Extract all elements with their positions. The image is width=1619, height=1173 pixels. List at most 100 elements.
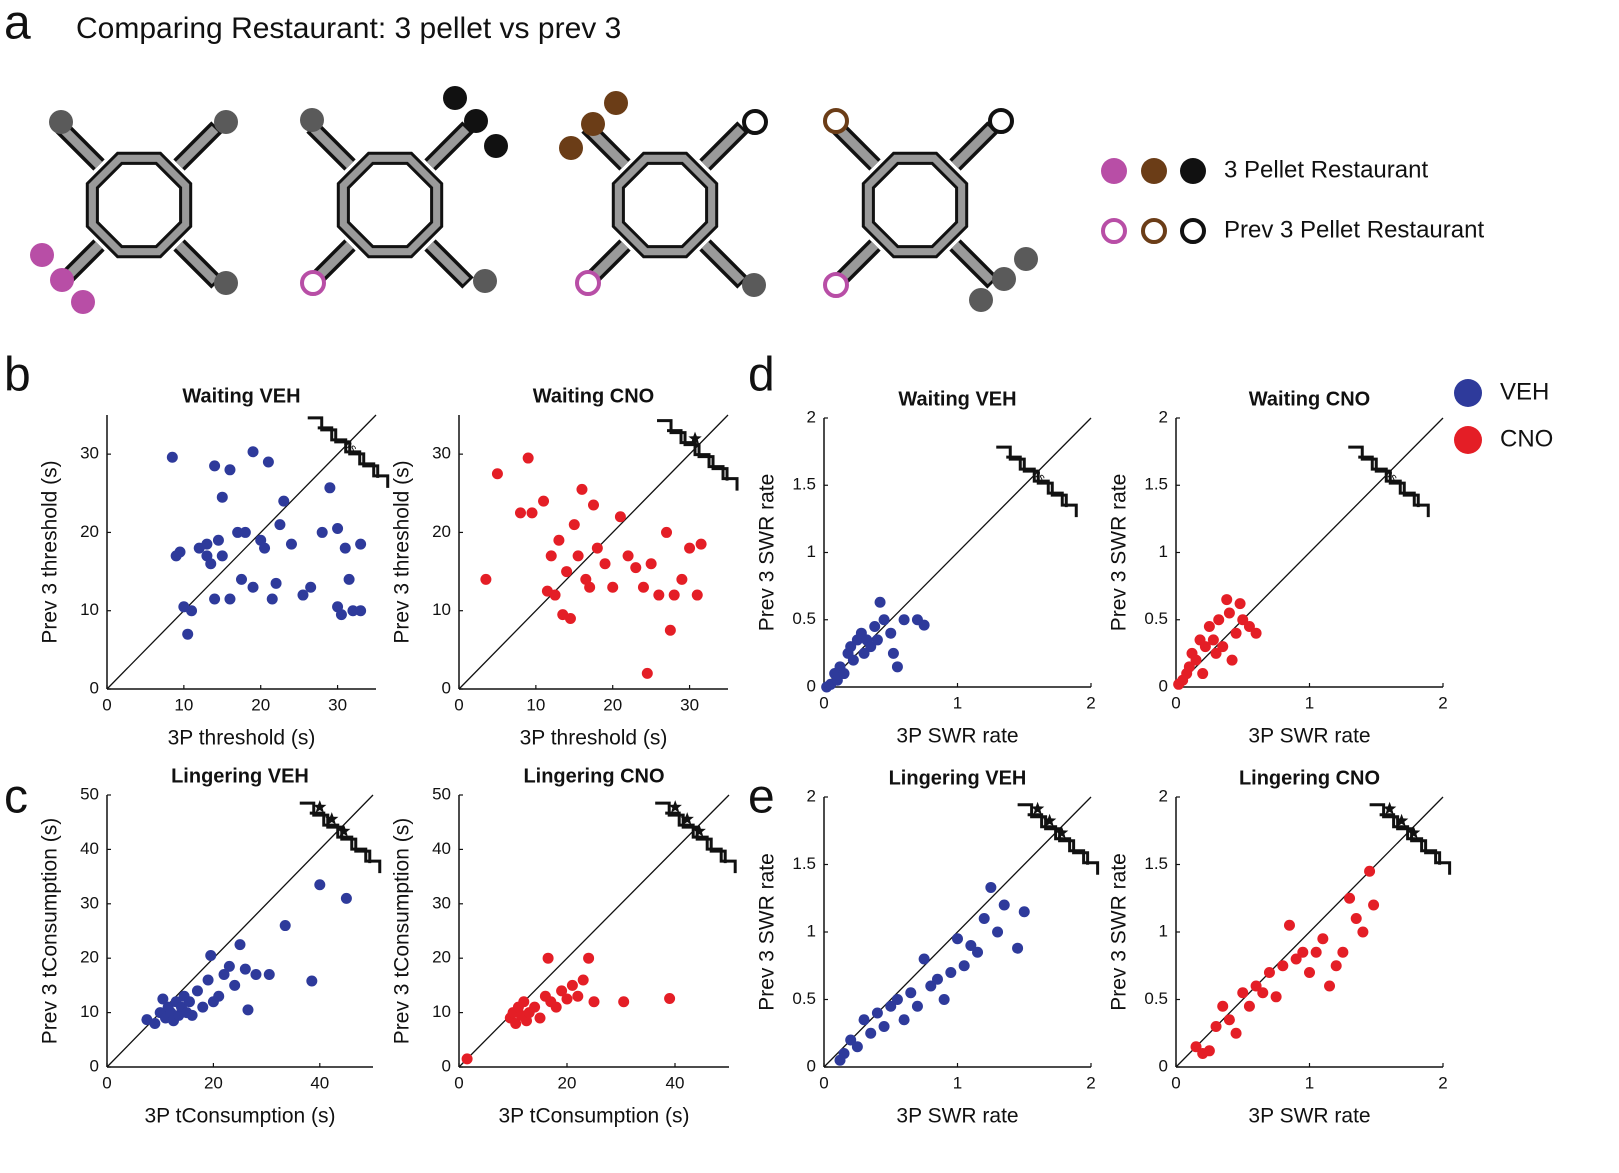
significance-bracket [657,419,739,491]
scatter-point [630,562,642,574]
y-tick-label: 0.5 [792,609,816,628]
scatter-point [355,538,367,550]
scatter-point [279,920,291,932]
scatter-point [858,647,870,659]
scatter-point [229,979,241,991]
y-tick-label: 0 [807,1056,816,1075]
x-axis-label: 3P threshold (s) [520,727,668,750]
scatter-point [591,542,603,554]
scatter-point [316,526,328,538]
y-tick-label: 30 [432,444,451,463]
scatter-point [259,542,271,554]
scatter-point [1250,980,1262,992]
scatter-point [1283,919,1295,931]
y-axis-label: Prev 3 SWR rate [1108,474,1131,632]
y-tick-label: 0 [442,678,451,697]
scatter-point [1324,980,1336,992]
scatter-point [186,605,198,617]
scatter-point [553,534,565,546]
y-tick-label: 1 [1159,542,1168,561]
scatter-point [869,620,881,632]
scatter-point [1237,614,1249,626]
scatter-point [1277,960,1289,972]
scatter-point [263,969,275,981]
scatter-point [191,985,203,997]
scatter-point [1344,892,1356,904]
scatter-point [1197,668,1209,680]
panel-label: c [4,771,28,824]
scatter-point [911,1000,923,1012]
scatter-point [1210,1021,1222,1032]
scatter-point [1317,933,1329,945]
chart-title: Lingering CNO [523,765,664,787]
scatter-point [838,1048,850,1059]
x-tick-label: 0 [819,1073,828,1092]
scatter-point [577,974,589,986]
scatter-point [945,967,957,978]
scatter-point [534,1012,546,1024]
panel-label: e [748,771,775,824]
identity-line [458,794,730,1068]
scatter-point [831,674,843,686]
x-tick-label: 0 [819,693,828,712]
x-tick-label: 20 [603,695,622,714]
y-tick-label: 0.5 [1144,989,1168,1008]
significance-star [1055,825,1069,839]
scatter-chart: Waiting CNO 3P threshold (s) Prev 3 thresh… [391,385,739,750]
scatter-point [858,1014,870,1026]
panel-label: d [748,349,775,402]
scatter-point [218,969,230,981]
scatter-chart: Waiting CNO 3P SWR rate Prev 3 SWR rate 0 1 2… [1108,388,1448,747]
x-tick-label: 20 [558,1073,577,1092]
y-tick-label: 1.5 [1144,475,1168,494]
scatter-point [247,581,259,593]
significance-bracket [655,801,737,874]
y-tick-label: 0 [442,1056,451,1075]
y-tick-label: 30 [80,444,99,463]
significance-bracket [299,801,382,874]
scatter-point [985,881,997,893]
identity-line [1175,417,1444,688]
y-tick-label: 20 [432,948,451,967]
scatter-point [568,519,580,531]
scatter-point [885,1000,897,1012]
figure-title: Comparing Restaurant: 3 pellet vs prev 3 [76,12,621,45]
scatter-point [347,605,359,617]
scatter-chart: Waiting VEH 3P threshold (s) Prev 3 thresh… [39,385,390,750]
chart-title: Waiting CNO [1249,388,1370,410]
significance-star [1407,825,1421,839]
x-tick-label: 1 [953,1073,962,1092]
scatter-point [1223,607,1235,619]
scatter-point [1226,654,1238,666]
identity-line [823,417,1092,688]
scatter-point [242,1004,254,1016]
x-tick-label: 2 [1086,1073,1095,1092]
y-tick-label: 0 [1159,676,1168,695]
significance-star [1043,813,1057,827]
scatter-point [514,507,526,519]
scatter-point [197,1001,209,1013]
scatter-point [529,1001,541,1013]
scatter-point [588,996,600,1008]
scatter-point [157,993,169,1005]
scatter-point [847,654,859,666]
scatter-chart: Lingering VEH 3P tConsumption (s) Prev 3 t… [39,765,382,1128]
scatter-point [865,641,877,653]
scatter-point [614,511,626,523]
x-tick-label: 0 [102,1073,111,1092]
legend-label: VEH [1500,378,1549,405]
scatter-point [845,641,857,653]
scatter-point [965,940,977,951]
legend-marker [1454,426,1482,454]
scatter-point [845,1034,857,1046]
scatter-point [1199,641,1211,653]
maze-diagrams [30,86,1038,314]
x-axis-label: 3P SWR rate [1248,1105,1370,1128]
scatter-point [622,550,634,562]
scatter-point [550,1001,562,1013]
scatter-point [236,573,247,585]
scatter-point [306,975,318,987]
scatter-point [250,969,262,981]
scatter-point [838,668,850,680]
